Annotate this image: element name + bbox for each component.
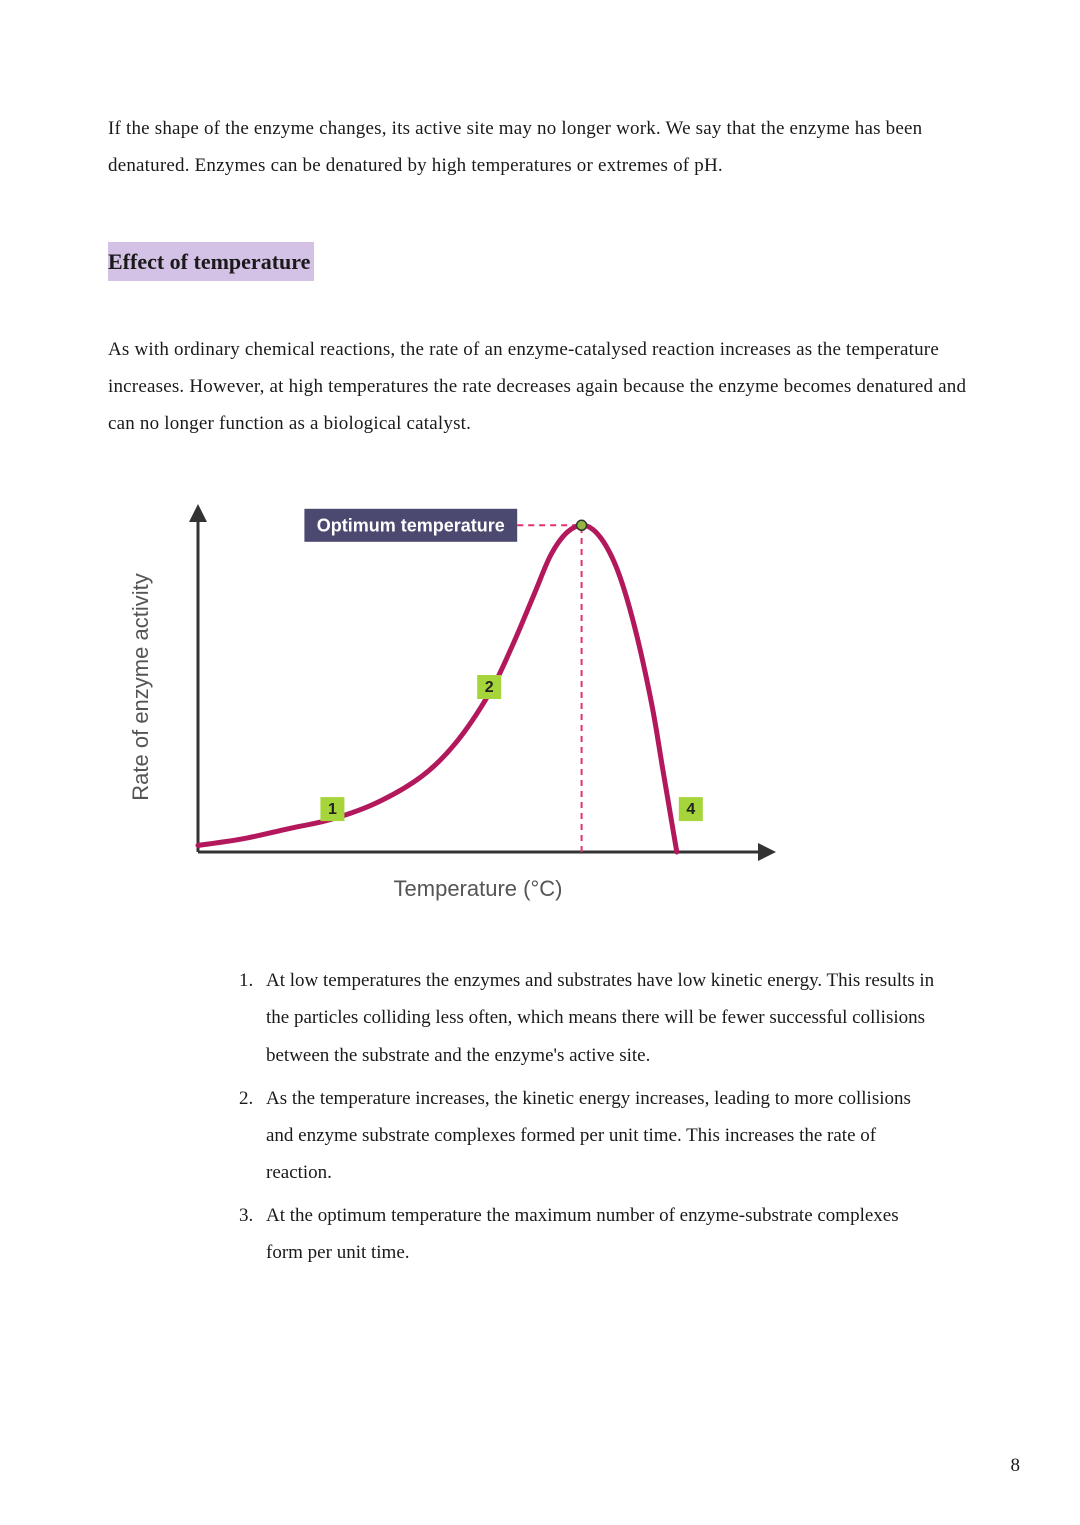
list-item: At low temperatures the enzymes and subs… [258,962,938,1073]
effect-paragraph: As with ordinary chemical reactions, the… [108,331,972,442]
section-heading: Effect of temperature [108,242,314,281]
optimum-temp-label: Optimum temperature [317,516,505,536]
chart-marker-1: 1 [328,802,337,819]
x-axis-label: Temperature (°C) [394,876,563,901]
chart-marker-2: 2 [485,679,494,696]
y-axis-label: Rate of enzyme activity [128,574,153,801]
intro-paragraph: If the shape of the enzyme changes, its … [108,110,972,184]
chart-svg: Optimum temperature1234Rate of enzyme ac… [108,502,808,922]
enzyme-temperature-chart: Optimum temperature1234Rate of enzyme ac… [108,502,808,922]
list-item: At the optimum temperature the maximum n… [258,1197,938,1271]
numbered-notes: At low temperatures the enzymes and subs… [218,962,938,1270]
page-number: 8 [1011,1455,1021,1477]
chart-marker-4: 4 [686,802,695,819]
list-item: As the temperature increases, the kineti… [258,1080,938,1191]
